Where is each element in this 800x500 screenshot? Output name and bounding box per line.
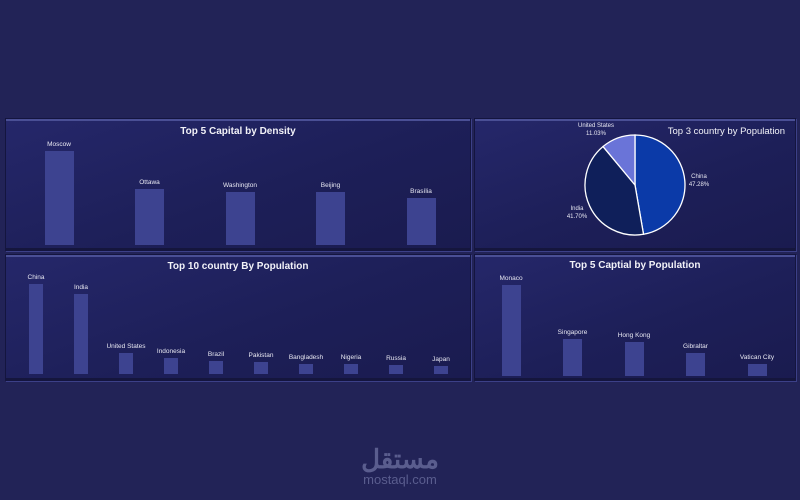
bar-label: Brasília: [410, 188, 432, 195]
bar: [747, 364, 767, 376]
bar: [344, 364, 358, 374]
pie-label-us: United States 11.03%: [577, 123, 615, 138]
bar-label: India: [73, 284, 89, 291]
bar-label: Indonesia: [156, 348, 186, 355]
watermark-arabic: مستقل: [361, 444, 439, 474]
density-chart-panel: Top 5 Capital by Density Moscow Ottawa Was…: [5, 118, 471, 251]
mostaql-watermark: مستقل mostaql.com: [340, 445, 460, 487]
pie-slice-china: [634, 134, 686, 236]
bar: [74, 294, 88, 374]
bar-label: Russia: [386, 355, 406, 362]
capital-population-chart-panel: Top 5 Captial by Population Monaco Singap…: [474, 254, 796, 381]
bar-label: China: [27, 274, 45, 281]
bar: [164, 358, 178, 374]
chart-title: Top 10 country By Population: [167, 261, 309, 272]
watermark-latin: mostaql.com: [363, 472, 437, 487]
bar-label: Moscow: [47, 141, 71, 148]
bar-label: Pakistan: [248, 352, 274, 359]
bar: [225, 192, 255, 245]
bar: [563, 339, 582, 376]
bar: [501, 285, 521, 376]
chart-title: Top 5 Captial by Population: [569, 260, 701, 271]
bar-label: Hong Kong: [617, 332, 651, 339]
pie-label-china: China 47.28%: [688, 174, 710, 189]
bar-label: Gibraltar: [683, 343, 708, 350]
bar-label: Monaco: [499, 275, 523, 282]
bar-label: Washington: [222, 182, 258, 189]
pie-chart-panel: Top 3 country by Population United State…: [474, 118, 796, 251]
pie-chart: [584, 134, 686, 236]
bar-label: Beijing: [320, 182, 341, 189]
bar: [29, 284, 43, 374]
pie-label-india: India 41.70%: [566, 206, 588, 221]
bar-label: Ottawa: [139, 179, 160, 186]
bar-label: Singapore: [557, 329, 588, 336]
bar-label: Brazil: [207, 351, 225, 358]
bar: [299, 364, 313, 374]
bar-label: United States: [106, 343, 146, 350]
bar-label: Bangladesh: [288, 354, 324, 361]
bar-label: Nigeria: [340, 354, 362, 361]
bar: [119, 353, 133, 374]
bar: [135, 189, 164, 245]
bar: [624, 342, 644, 376]
bar: [209, 361, 223, 374]
bar-label: Vatican City: [739, 354, 775, 361]
bar-label: Japan: [432, 356, 450, 363]
bar: [44, 151, 74, 245]
bar: [686, 353, 705, 376]
pie-slice-united-states: [602, 134, 636, 187]
chart-title: Top 3 country by Population: [667, 126, 785, 137]
bar: [434, 366, 448, 374]
chart-title: Top 5 Capital by Density: [180, 126, 296, 137]
country-population-chart-panel: Top 10 country By Population China India U…: [5, 254, 471, 381]
pie-slice-india: [584, 145, 645, 236]
bar: [389, 365, 403, 374]
bar: [316, 192, 345, 245]
bar: [406, 198, 436, 245]
bar: [254, 362, 268, 374]
